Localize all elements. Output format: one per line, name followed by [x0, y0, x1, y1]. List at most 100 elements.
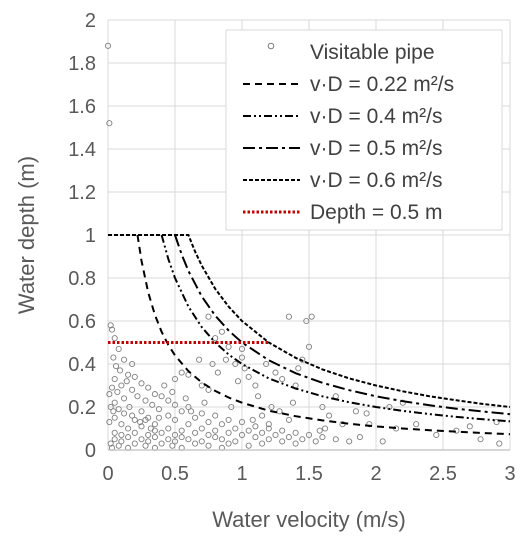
- scatter-point: [171, 375, 179, 383]
- scatter-point: [192, 429, 199, 436]
- scatter-point: [305, 343, 313, 350]
- scatter-point: [292, 429, 299, 436]
- scatter-point: [212, 412, 219, 419]
- x-tick-label: 1: [236, 463, 247, 485]
- scatter-point: [303, 317, 310, 325]
- y-axis-title: Water depth (m): [14, 156, 39, 314]
- scatter-point: [111, 399, 118, 406]
- y-tick-label: 1: [85, 225, 96, 247]
- scatter-point: [332, 436, 339, 443]
- y-tick-label: 1.4: [68, 139, 96, 161]
- y-tick-labels: 0 0.2 0.4 0.6 0.8 1 1.2 1.4 1.6 1.8 2: [68, 10, 96, 462]
- scatter-point: [151, 434, 158, 441]
- legend-label: v·D = 0.5 m²/s: [310, 137, 442, 160]
- y-tick-label: 1.2: [68, 182, 96, 204]
- legend-label: v·D = 0.4 m²/s: [310, 105, 442, 128]
- scatter-point: [171, 431, 179, 439]
- scatter-point: [363, 410, 370, 417]
- scatter-point: [192, 414, 199, 421]
- scatter-point: [352, 408, 359, 415]
- scatter-point: [106, 391, 113, 398]
- scatter-point: [125, 425, 132, 432]
- x-tick-label: 1.5: [295, 463, 323, 485]
- y-tick-label: 0: [85, 440, 96, 462]
- scatter-point: [115, 345, 122, 353]
- scatter-point: [155, 406, 162, 413]
- scatter-point: [232, 438, 239, 445]
- scatter-point: [108, 326, 116, 333]
- scatter-point: [185, 421, 192, 428]
- scatter-point: [117, 367, 124, 374]
- scatter-point: [285, 313, 292, 320]
- scatter-point: [198, 410, 205, 417]
- scatter-point: [292, 440, 299, 447]
- scatter-point: [118, 382, 125, 389]
- scatter-point: [171, 438, 179, 445]
- scatter-point: [259, 429, 266, 436]
- scatter-point: [114, 388, 121, 396]
- scatter-point: [123, 378, 130, 385]
- scatter-point: [279, 427, 286, 434]
- scatter-point: [111, 436, 118, 443]
- scatter-point: [205, 431, 212, 439]
- scatter-point: [255, 393, 262, 400]
- scatter-point: [106, 418, 113, 426]
- scatter-point: [129, 386, 136, 393]
- scatter-point: [249, 416, 256, 423]
- scatter-point: [171, 416, 179, 423]
- y-tick-label: 0.2: [68, 397, 96, 419]
- scatter-point: [466, 423, 473, 430]
- scatter-point: [205, 313, 212, 320]
- scatter-point: [151, 391, 158, 398]
- legend-label: Visitable pipe: [310, 41, 435, 64]
- scatter-point: [209, 360, 216, 368]
- scatter-point: [145, 384, 152, 391]
- scatter-point: [134, 393, 141, 400]
- scatter-point: [121, 395, 128, 402]
- scatter-point: [305, 431, 313, 439]
- scatter-point: [477, 436, 484, 443]
- x-tick-label: 0: [102, 463, 113, 485]
- scatter-point: [145, 438, 152, 445]
- scatter-point: [308, 313, 315, 320]
- scatter-point: [131, 440, 138, 447]
- scatter-point: [225, 440, 232, 447]
- scatter-point: [158, 429, 165, 436]
- scatter-point: [145, 431, 152, 439]
- scatter-point: [493, 418, 500, 426]
- scatter-point: [259, 412, 266, 419]
- scatter-point: [265, 421, 272, 428]
- scatter-point: [225, 416, 232, 423]
- scatter-point: [192, 440, 199, 447]
- scatter-point: [178, 369, 185, 376]
- scatter-point: [228, 403, 235, 411]
- scatter-point: [245, 427, 252, 434]
- scatter-point: [171, 401, 179, 408]
- y-tick-label: 0.6: [68, 311, 96, 333]
- scatter-point: [158, 393, 165, 400]
- scatter-point: [142, 416, 149, 423]
- y-tick-label: 0.8: [68, 268, 96, 290]
- scatter-point: [121, 356, 128, 363]
- scatter-point: [107, 440, 114, 447]
- scatter-point: [346, 438, 353, 445]
- scatter-point: [125, 434, 132, 441]
- scatter-point: [125, 371, 132, 378]
- scatter-point: [252, 382, 259, 389]
- scatter-point: [212, 335, 219, 342]
- scatter-point: [379, 438, 386, 445]
- y-tick-label: 1.6: [68, 96, 96, 118]
- x-axis-title: Water velocity (m/s): [212, 507, 406, 532]
- scatter-point: [149, 401, 156, 408]
- scatter-point: [366, 421, 373, 428]
- scatter-point: [165, 425, 172, 432]
- scatter-point: [107, 322, 114, 329]
- scatter-point: [263, 360, 270, 368]
- legend-item: Visitable pipe: [267, 41, 435, 64]
- legend-marker: [267, 42, 275, 50]
- scatter-point: [238, 354, 246, 361]
- scatter-point: [198, 382, 205, 389]
- scatter-point: [115, 406, 122, 413]
- scatter-point: [234, 378, 242, 385]
- scatter-point: [165, 397, 172, 404]
